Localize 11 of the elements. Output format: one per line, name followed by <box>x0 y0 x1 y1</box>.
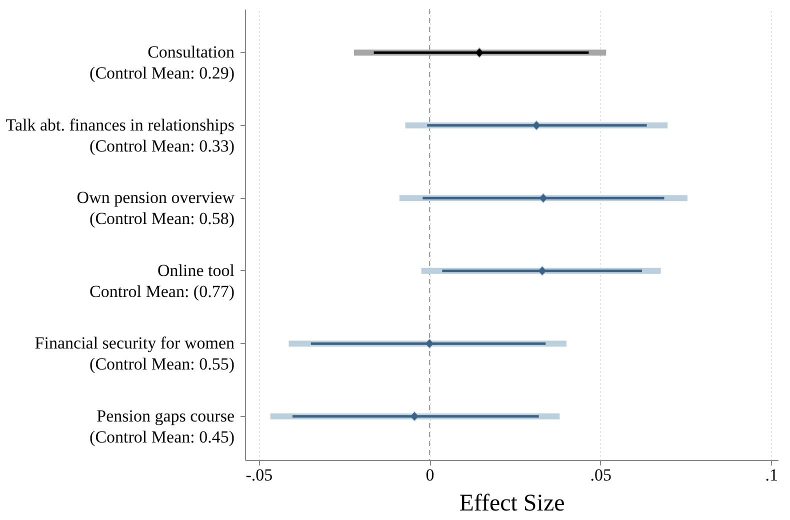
x-tick-label: .05 <box>590 466 612 484</box>
y-tick-label: Pension gaps course (Control Mean: 0.45) <box>90 406 234 446</box>
x-tick-label: -.05 <box>246 466 273 484</box>
y-tick-label: Own pension overview (Control Mean: 0.58) <box>76 188 236 228</box>
y-tick-label: Consultation (Control Mean: 0.29) <box>90 42 235 83</box>
x-tick-label: 0 <box>426 466 434 484</box>
y-tick-label: Online tool Control Mean: (0.77) <box>90 260 235 301</box>
x-tick-label: .1 <box>765 466 778 484</box>
y-tick-label: Financial security for women (Control Mean: 0.55) <box>34 334 235 374</box>
x-axis-title: Effect Size <box>459 490 565 516</box>
y-tick-label: Talk abt. finances in relationships (Control Mean: 0.33) <box>6 115 234 156</box>
